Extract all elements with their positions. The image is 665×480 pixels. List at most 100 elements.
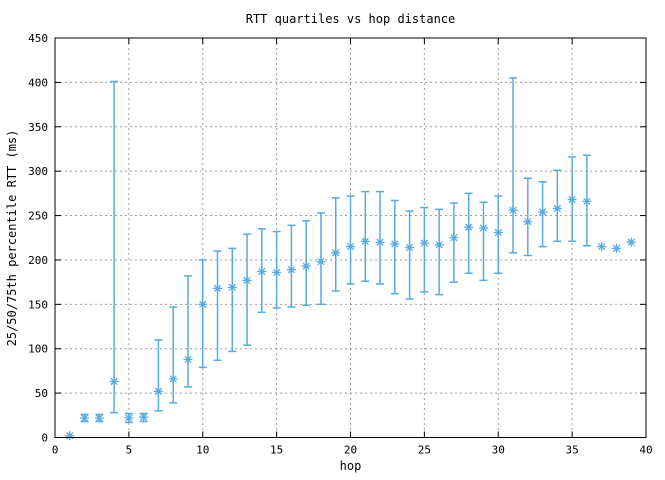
data-point — [597, 242, 607, 252]
marker-stroke — [95, 414, 103, 422]
marker-stroke — [524, 218, 532, 226]
median-marker — [80, 413, 90, 423]
chart-title: RTT quartiles vs hop distance — [245, 12, 456, 26]
marker-stroke — [405, 243, 414, 252]
median-marker — [65, 431, 75, 441]
x-axis-label: hop — [339, 459, 362, 473]
data-point — [272, 230, 282, 309]
marker-stroke — [332, 249, 340, 257]
data-point — [626, 237, 636, 247]
data-point — [582, 154, 592, 247]
median-marker — [611, 243, 621, 253]
marker-stroke — [228, 283, 236, 292]
median-marker — [139, 412, 149, 422]
marker-stroke — [450, 234, 458, 242]
y-tick-label: 450 — [28, 32, 48, 45]
x-tick-label: 20 — [344, 444, 357, 457]
median-marker — [597, 242, 607, 252]
median-marker — [242, 275, 252, 285]
data-point — [213, 250, 223, 362]
marker-stroke — [272, 268, 281, 277]
median-marker — [508, 205, 518, 215]
data-point — [493, 195, 503, 275]
y-tick-label: 0 — [41, 432, 48, 445]
marker-stroke — [154, 387, 163, 395]
median-marker — [523, 217, 533, 227]
x-tick-label: 15 — [270, 444, 283, 457]
data-point — [331, 197, 341, 292]
data-point — [94, 413, 104, 423]
median-marker — [567, 195, 577, 205]
data-point — [449, 202, 459, 283]
marker-stroke — [391, 240, 399, 248]
median-marker — [464, 222, 474, 232]
data-point — [552, 169, 562, 243]
median-marker — [94, 413, 104, 423]
data-point — [478, 201, 488, 282]
marker-stroke — [346, 242, 355, 251]
y-tick-label: 50 — [35, 387, 48, 400]
median-marker — [183, 354, 193, 364]
median-marker — [626, 237, 636, 247]
data-point — [183, 275, 193, 388]
median-marker — [390, 239, 400, 249]
y-tick-label: 250 — [28, 210, 48, 223]
x-tick-label: 0 — [52, 444, 59, 457]
marker-stroke — [465, 223, 473, 231]
data-point — [360, 190, 370, 283]
marker-stroke — [243, 276, 251, 285]
marker-stroke — [258, 267, 266, 276]
median-marker — [449, 233, 459, 243]
marker-stroke — [598, 242, 606, 251]
median-marker — [346, 242, 355, 252]
median-marker — [286, 265, 296, 275]
marker-stroke — [213, 284, 222, 293]
median-marker — [375, 237, 385, 247]
median-marker — [538, 207, 548, 217]
data-point — [508, 77, 518, 254]
y-tick-label: 350 — [28, 121, 48, 134]
marker-stroke — [361, 237, 369, 245]
data-point — [109, 80, 119, 414]
median-marker — [301, 261, 311, 271]
marker-stroke — [125, 414, 133, 422]
median-marker — [213, 283, 223, 293]
median-marker — [153, 386, 163, 396]
data-point — [538, 181, 548, 248]
marker-stroke — [199, 300, 207, 308]
marker-stroke — [553, 204, 562, 213]
data-point — [139, 412, 149, 423]
marker-stroke — [420, 239, 429, 247]
x-tick-label: 5 — [126, 444, 133, 457]
data-point — [153, 339, 163, 412]
data-point — [286, 224, 296, 308]
y-tick-label: 150 — [28, 298, 48, 311]
x-tick-label: 10 — [196, 444, 209, 457]
marker-stroke — [612, 244, 621, 253]
marker-stroke — [479, 224, 488, 232]
marker-stroke — [169, 375, 177, 383]
marker-stroke — [80, 414, 89, 422]
data-point — [198, 259, 208, 369]
data-point — [168, 306, 178, 404]
data-point — [405, 210, 415, 300]
data-point — [65, 431, 75, 441]
y-tick-label: 100 — [28, 343, 48, 356]
median-marker — [493, 227, 503, 237]
median-marker — [405, 243, 415, 253]
median-marker — [257, 266, 267, 276]
data-point — [346, 195, 355, 285]
data-point — [375, 190, 385, 285]
median-marker — [272, 267, 282, 277]
y-tick-label: 200 — [28, 254, 48, 267]
median-marker — [360, 236, 370, 246]
data-point — [419, 206, 429, 293]
marker-stroke — [435, 241, 443, 249]
marker-stroke — [538, 208, 547, 216]
data-point — [227, 247, 237, 353]
marker-stroke — [184, 355, 192, 364]
data-point — [301, 220, 311, 306]
data-point — [257, 228, 267, 314]
median-marker — [109, 377, 119, 387]
